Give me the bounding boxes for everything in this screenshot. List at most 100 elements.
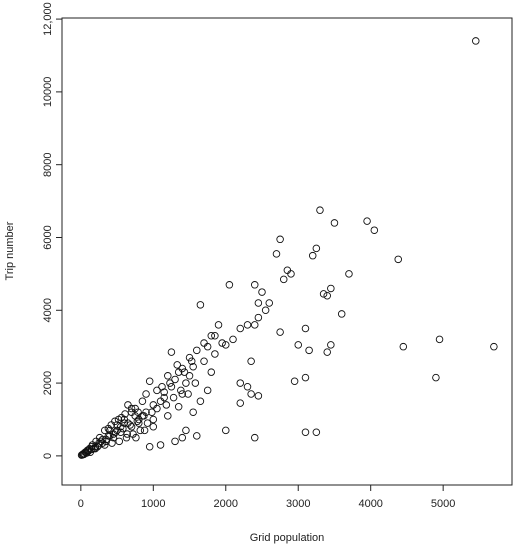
point — [123, 430, 131, 438]
point — [203, 342, 212, 351]
point — [135, 415, 143, 424]
y-tick-label: 0 — [42, 453, 54, 459]
point — [101, 426, 109, 435]
point — [143, 419, 152, 427]
point — [127, 423, 136, 431]
point — [162, 401, 171, 409]
point — [305, 346, 313, 355]
x-tick-label: 1000 — [141, 498, 165, 510]
x-axis-label: Grid population — [250, 532, 325, 544]
point — [222, 341, 230, 349]
point — [149, 401, 158, 409]
point — [254, 313, 263, 322]
point — [164, 372, 172, 380]
point — [319, 290, 328, 298]
point — [316, 206, 324, 214]
point — [370, 226, 379, 234]
point — [301, 428, 310, 436]
point — [171, 437, 179, 446]
point — [211, 332, 219, 340]
point — [222, 426, 230, 435]
point — [119, 424, 127, 433]
point — [116, 423, 125, 431]
point — [251, 281, 259, 289]
point — [113, 421, 121, 429]
point — [169, 393, 178, 402]
point — [265, 299, 273, 307]
point — [193, 346, 201, 355]
point — [200, 339, 208, 347]
y-tick-label: 8000 — [42, 152, 54, 176]
point — [301, 373, 310, 382]
point — [115, 437, 123, 446]
point — [185, 353, 194, 362]
point — [236, 399, 245, 407]
point — [187, 357, 196, 365]
point — [308, 251, 317, 260]
point — [207, 368, 216, 376]
point — [93, 443, 102, 451]
point — [138, 412, 147, 420]
point — [399, 342, 408, 351]
point — [312, 244, 321, 253]
point — [149, 423, 158, 431]
point — [211, 350, 219, 358]
point — [330, 219, 339, 227]
point — [472, 37, 480, 45]
point — [180, 368, 189, 376]
point — [174, 368, 183, 376]
point — [283, 266, 292, 274]
point — [104, 432, 113, 440]
point — [140, 426, 149, 435]
point — [200, 357, 208, 365]
point — [164, 412, 172, 420]
point — [276, 328, 284, 336]
point — [104, 424, 113, 433]
point — [156, 441, 165, 449]
point — [254, 299, 263, 307]
point — [167, 382, 176, 391]
point — [158, 382, 166, 391]
point — [133, 417, 142, 426]
point — [323, 348, 331, 356]
point — [178, 390, 187, 398]
point — [294, 341, 302, 349]
point — [167, 348, 176, 356]
point — [196, 301, 205, 309]
point — [229, 335, 237, 344]
point — [337, 310, 346, 318]
point — [254, 392, 263, 400]
plot-frame — [61, 17, 513, 486]
point — [363, 217, 371, 225]
point — [178, 433, 187, 442]
point — [138, 397, 147, 406]
point — [117, 413, 126, 422]
point — [193, 432, 201, 440]
point — [149, 415, 158, 424]
point — [174, 402, 183, 411]
point — [251, 321, 259, 329]
point — [136, 426, 145, 435]
point — [83, 446, 92, 455]
point — [182, 426, 190, 435]
point — [261, 306, 270, 315]
point — [327, 284, 335, 293]
point — [218, 339, 226, 347]
point — [124, 401, 132, 409]
point — [145, 443, 154, 451]
y-axis-label: Trip number — [4, 221, 16, 280]
y-tick-label: 10000 — [42, 77, 54, 108]
point — [272, 250, 281, 258]
point — [243, 321, 252, 329]
point — [135, 419, 143, 427]
point — [279, 275, 288, 284]
point — [132, 433, 140, 442]
x-tick-label: 5000 — [431, 498, 455, 510]
point — [207, 332, 216, 340]
point — [312, 428, 321, 436]
point — [111, 417, 119, 426]
point — [140, 412, 148, 420]
point — [247, 390, 255, 398]
point — [184, 390, 192, 398]
